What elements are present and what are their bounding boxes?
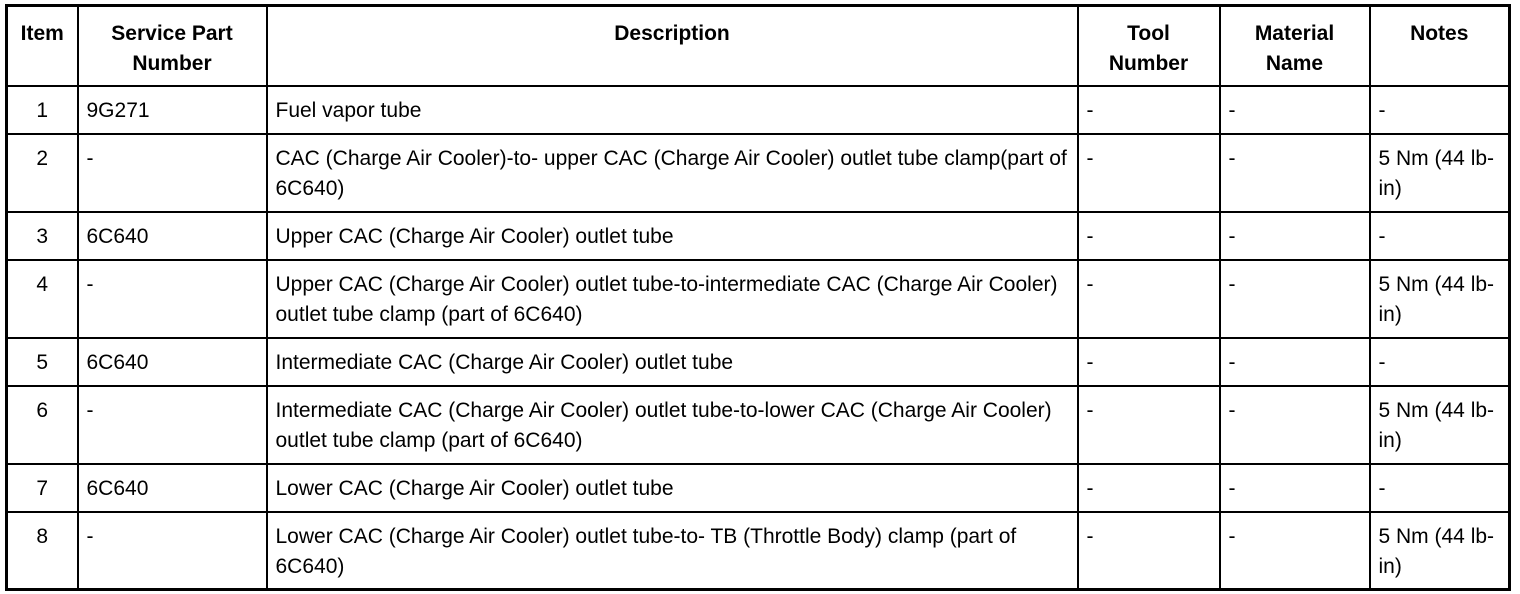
cell-service-part-number: - [76, 510, 268, 591]
cell-tool-number: - [1076, 510, 1221, 591]
cell-service-part-number: - [76, 132, 268, 213]
cell-tool-number: - [1076, 132, 1221, 213]
cell-notes: - [1368, 336, 1511, 387]
table-row: 8- Lower CAC (Charge Air Cooler) outlet t… [5, 510, 1511, 591]
cell-tool-number: - [1076, 336, 1221, 387]
cell-description: CAC (Charge Air Cooler)-to- upper CAC (C… [265, 132, 1079, 213]
cell-item: 2 [5, 132, 79, 213]
header-item: Item [5, 4, 79, 87]
cell-service-part-number: 6C640 [76, 210, 268, 261]
cell-material-name: - [1218, 84, 1371, 135]
table-row: 2- CAC (Charge Air Cooler)-to- upper CAC … [5, 132, 1511, 213]
cell-tool-number: - [1076, 84, 1221, 135]
cell-service-part-number: 9G271 [76, 84, 268, 135]
cell-notes: 5 Nm (44 lb-in) [1368, 510, 1511, 591]
cell-notes: - [1368, 84, 1511, 135]
cell-tool-number: - [1076, 210, 1221, 261]
parts-table: Item Service Part Number Description Tool… [5, 4, 1511, 591]
cell-description: Upper CAC (Charge Air Cooler) outlet tub… [265, 258, 1079, 339]
cell-item: 4 [5, 258, 79, 339]
cell-material-name: - [1218, 510, 1371, 591]
cell-notes: - [1368, 462, 1511, 513]
cell-material-name: - [1218, 384, 1371, 465]
cell-item: 3 [5, 210, 79, 261]
cell-description: Upper CAC (Charge Air Cooler) outlet tub… [265, 210, 1079, 261]
cell-tool-number: - [1076, 462, 1221, 513]
cell-material-name: - [1218, 132, 1371, 213]
cell-service-part-number: - [76, 384, 268, 465]
table-row: 7 6C640 Lower CAC (Charge Air Cooler) outl… [5, 462, 1511, 513]
cell-tool-number: - [1076, 258, 1221, 339]
header-description: Description [265, 4, 1079, 87]
cell-material-name: - [1218, 336, 1371, 387]
cell-item: 6 [5, 384, 79, 465]
table-row: 1 9G271 Fuel vapor tube - - - [5, 84, 1511, 135]
table-row: 6- Intermediate CAC (Charge Air Cooler) o… [5, 384, 1511, 465]
cell-notes: - [1368, 210, 1511, 261]
cell-notes: 5 Nm (44 lb-in) [1368, 258, 1511, 339]
table-row: 4- Upper CAC (Charge Air Cooler) outlet t… [5, 258, 1511, 339]
header-service-part-number: Service Part Number [76, 4, 268, 87]
table-row: 3 6C640 Upper CAC (Charge Air Cooler) outl… [5, 210, 1511, 261]
cell-description: Intermediate CAC (Charge Air Cooler) out… [265, 336, 1079, 387]
cell-description: Lower CAC (Charge Air Cooler) outlet tub… [265, 510, 1079, 591]
cell-item: 1 [5, 84, 79, 135]
cell-item: 8 [5, 510, 79, 591]
cell-description: Fuel vapor tube [265, 84, 1079, 135]
cell-material-name: - [1218, 462, 1371, 513]
header-notes: Notes [1368, 4, 1511, 87]
cell-item: 5 [5, 336, 79, 387]
header-row: Item Service Part Number Description Tool… [5, 4, 1511, 87]
cell-notes: 5 Nm (44 lb-in) [1368, 132, 1511, 213]
header-tool-number: Tool Number [1076, 4, 1221, 87]
cell-service-part-number: 6C640 [76, 336, 268, 387]
cell-material-name: - [1218, 258, 1371, 339]
cell-notes: 5 Nm (44 lb-in) [1368, 384, 1511, 465]
cell-description: Intermediate CAC (Charge Air Cooler) out… [265, 384, 1079, 465]
header-material-name: Material Name [1218, 4, 1371, 87]
cell-service-part-number: - [76, 258, 268, 339]
cell-material-name: - [1218, 210, 1371, 261]
cell-item: 7 [5, 462, 79, 513]
cell-service-part-number: 6C640 [76, 462, 268, 513]
cell-description: Lower CAC (Charge Air Cooler) outlet tub… [265, 462, 1079, 513]
cell-tool-number: - [1076, 384, 1221, 465]
table-row: 5 6C640 Intermediate CAC (Charge Air Coole… [5, 336, 1511, 387]
